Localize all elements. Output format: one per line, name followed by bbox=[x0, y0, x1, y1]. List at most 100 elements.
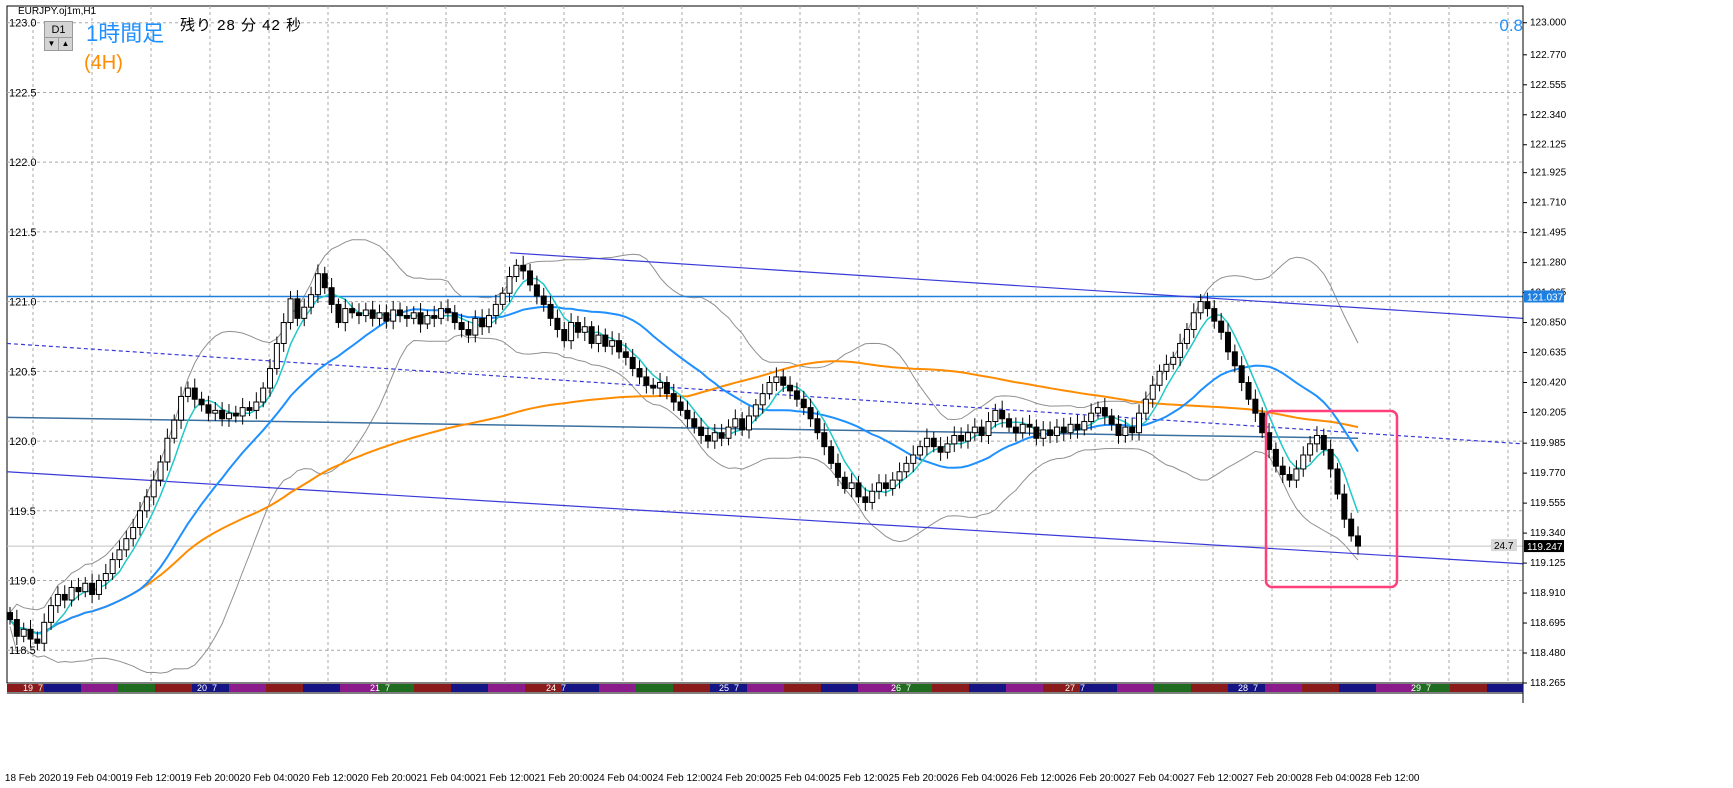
candle-body bbox=[985, 421, 992, 436]
candle-body bbox=[1177, 342, 1184, 358]
session-strip bbox=[229, 684, 266, 692]
current-price-label: 119.247 bbox=[1527, 542, 1563, 553]
left-tick-label: 120.5 bbox=[9, 366, 37, 378]
bollinger-lower bbox=[9, 334, 1359, 674]
candle-body bbox=[383, 312, 390, 322]
candle-body bbox=[335, 303, 342, 324]
candle-body bbox=[828, 446, 835, 464]
day-marker: 19_7 bbox=[23, 683, 43, 693]
right-tick-label: 120.635 bbox=[1530, 348, 1567, 359]
session-strip bbox=[636, 684, 673, 692]
timeframe-button[interactable]: D1 bbox=[44, 21, 73, 39]
x-tick-label: 20 Feb 20:00 bbox=[358, 773, 417, 784]
candle-body bbox=[280, 322, 287, 344]
candle-body bbox=[1122, 426, 1129, 436]
session-strip bbox=[1080, 684, 1117, 692]
right-tick-label: 118.695 bbox=[1530, 618, 1566, 629]
candle-body bbox=[917, 446, 924, 456]
session-strip bbox=[784, 684, 821, 692]
candle-body bbox=[102, 573, 109, 582]
candle-body bbox=[116, 549, 123, 561]
chart-subtitle: (4H) bbox=[84, 52, 123, 74]
candle-body bbox=[1006, 418, 1013, 428]
candle-body bbox=[1019, 423, 1026, 434]
session-strip bbox=[1117, 684, 1154, 692]
candle-body bbox=[711, 432, 718, 442]
candle-body bbox=[273, 342, 280, 370]
candle-body bbox=[492, 303, 499, 317]
candle-body bbox=[27, 628, 34, 640]
candle-body bbox=[964, 432, 971, 442]
level-price-label: 121.037 bbox=[1527, 292, 1564, 303]
candle-body bbox=[1224, 331, 1231, 353]
candle-body bbox=[862, 496, 869, 503]
x-tick-label: 25 Feb 20:00 bbox=[889, 773, 948, 784]
right-tick-label: 121.495 bbox=[1530, 228, 1567, 239]
candle-body bbox=[643, 376, 650, 386]
candle-body bbox=[41, 621, 48, 644]
symbol-label: EURJPY.oj1m,H1 bbox=[18, 6, 97, 17]
level-price-tag bbox=[1524, 290, 1564, 303]
candle-body bbox=[1094, 407, 1101, 414]
scroll-up-icon[interactable]: ▲ bbox=[58, 37, 73, 51]
left-tick-label: 118.5 bbox=[9, 645, 36, 657]
candle-body bbox=[390, 309, 397, 322]
day-marker: 21_7 bbox=[370, 683, 390, 693]
candle-body bbox=[1170, 356, 1177, 365]
candle-body bbox=[1272, 448, 1279, 467]
candle-body bbox=[848, 482, 855, 489]
candle-body bbox=[1307, 443, 1314, 456]
candle-body bbox=[787, 384, 794, 392]
candle-body bbox=[1183, 329, 1190, 344]
candle-body bbox=[1047, 429, 1054, 436]
session-strip bbox=[340, 684, 377, 692]
candle-body bbox=[1320, 434, 1327, 450]
session-strip bbox=[1265, 684, 1302, 692]
candle-body bbox=[602, 334, 609, 347]
candle-body bbox=[951, 434, 958, 445]
candle-body bbox=[923, 437, 930, 448]
session-strip bbox=[7, 684, 44, 692]
axes: 123.0 122.5 122.0 121.5 121.0 120.5 120.0 119.5… bbox=[5, 6, 1567, 784]
candle-body bbox=[732, 418, 739, 428]
candle-body bbox=[191, 387, 198, 400]
candle-body bbox=[1313, 434, 1320, 445]
right-tick-label: 123.000 bbox=[1530, 18, 1567, 29]
candle-body bbox=[1033, 426, 1040, 439]
candle-body bbox=[1142, 398, 1149, 414]
candle-body bbox=[677, 401, 684, 411]
candle-body bbox=[1088, 412, 1095, 423]
candle-body bbox=[1115, 423, 1122, 436]
session-strip bbox=[710, 684, 747, 692]
right-tick-label: 119.555 bbox=[1530, 498, 1566, 509]
left-tick-label: 121.5 bbox=[9, 227, 37, 239]
day-marker: 28_7 bbox=[1238, 683, 1258, 693]
right-tick-label: 120.850 bbox=[1530, 318, 1567, 329]
candles bbox=[7, 255, 1361, 652]
candle-body bbox=[1218, 320, 1225, 333]
session-strip bbox=[895, 684, 932, 692]
session-strip bbox=[118, 684, 155, 692]
x-tick-label: 21 Feb 12:00 bbox=[476, 773, 535, 784]
candle-body bbox=[1348, 518, 1355, 537]
scroll-down-icon[interactable]: ▼ bbox=[44, 37, 59, 51]
candle-body bbox=[1279, 465, 1286, 476]
candle-body bbox=[561, 329, 568, 342]
candle-body bbox=[739, 418, 746, 431]
candle-body bbox=[198, 398, 205, 406]
session-strip bbox=[44, 684, 81, 692]
candle-body bbox=[143, 496, 150, 512]
session-strip bbox=[1413, 684, 1450, 692]
x-tick-label: 26 Feb 20:00 bbox=[1066, 773, 1125, 784]
candle-body bbox=[239, 407, 246, 417]
candle-body bbox=[574, 322, 581, 333]
candle-body bbox=[684, 409, 691, 420]
candle-body bbox=[704, 434, 711, 442]
candle-body bbox=[267, 368, 274, 389]
session-strip bbox=[525, 684, 562, 692]
session-strip bbox=[1154, 684, 1191, 692]
candle-body bbox=[937, 446, 944, 453]
candle-body bbox=[1149, 384, 1156, 400]
session-strip bbox=[599, 684, 636, 692]
